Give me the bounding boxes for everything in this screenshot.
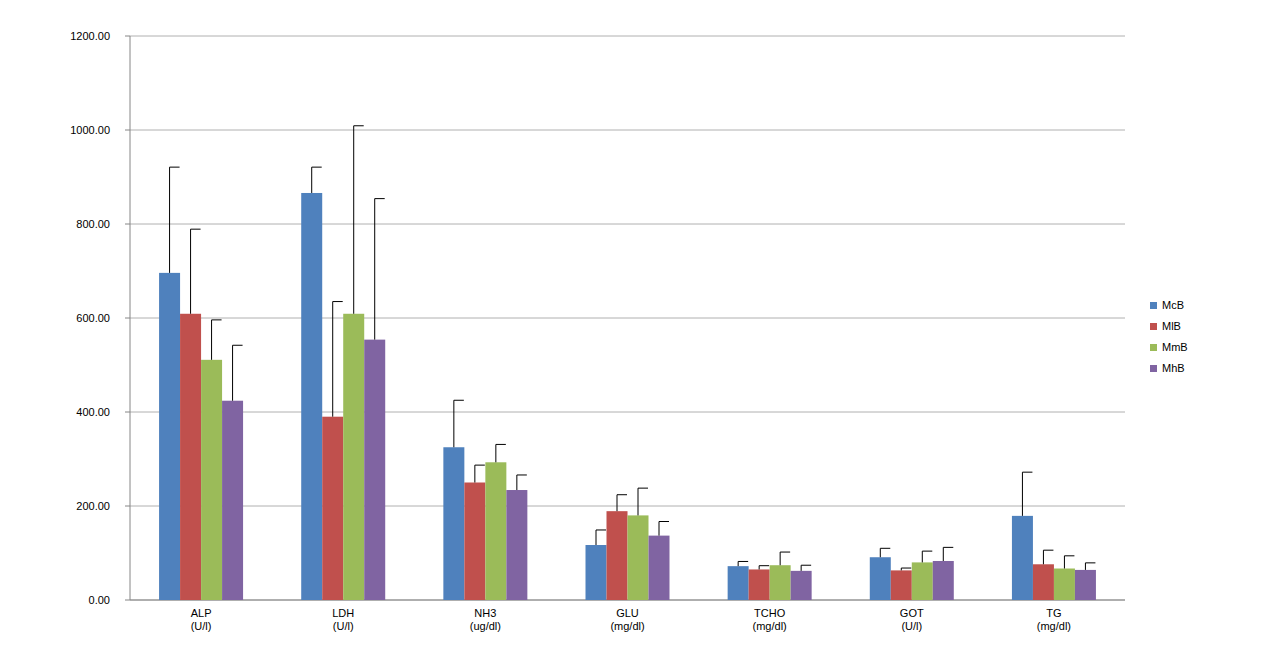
- error-bar: [191, 229, 201, 314]
- y-tick-label: 1000.00: [70, 124, 110, 136]
- tick-mark: [125, 130, 130, 131]
- x-tick-label: GLU(mg/dl): [610, 607, 644, 632]
- error-bar: [922, 551, 932, 562]
- bar: [180, 314, 201, 600]
- error-bar: [596, 530, 606, 545]
- error-bar: [212, 320, 222, 360]
- y-tick-label: 0.00: [89, 594, 110, 606]
- error-bar: [780, 552, 790, 565]
- bar: [343, 314, 364, 600]
- grid-line: [130, 506, 1125, 507]
- bar: [301, 193, 322, 600]
- error-bar: [170, 167, 180, 273]
- error-bar: [1043, 550, 1053, 564]
- bar: [749, 569, 770, 600]
- legend-swatch: [1150, 344, 1157, 351]
- chart-container: 0.00 200.00 400.00 600.00 800.00 1000.00 1200.…: [0, 0, 1264, 651]
- bar: [870, 557, 891, 600]
- y-tick-label: 200.00: [76, 500, 110, 512]
- error-bar: [1022, 472, 1032, 516]
- bar: [506, 490, 527, 600]
- grid-line: [130, 318, 1125, 319]
- bar: [464, 483, 485, 601]
- bar: [364, 340, 385, 600]
- bar: [933, 561, 954, 600]
- bar: [649, 536, 670, 600]
- error-bar: [1064, 556, 1074, 569]
- error-bar: [475, 465, 485, 482]
- error-bar: [454, 400, 464, 447]
- error-bar: [638, 488, 648, 515]
- legend-swatch: [1150, 323, 1157, 330]
- legend-label: MhB: [1162, 362, 1185, 374]
- tick-mark: [125, 318, 130, 319]
- bar: [912, 562, 933, 600]
- bar: [891, 570, 912, 600]
- error-bar: [496, 444, 506, 462]
- x-tick-label: TCHO(mg/dl): [753, 607, 787, 632]
- y-axis: [130, 36, 131, 600]
- x-tick-label: NH3(ug/dl): [470, 607, 501, 632]
- tick-mark: [125, 506, 130, 507]
- legend: McB MlB MmB MhB: [1150, 299, 1188, 374]
- y-tick-label: 400.00: [76, 406, 110, 418]
- y-tick-label: 1200.00: [70, 30, 110, 42]
- error-bar: [312, 167, 322, 193]
- legend-label: McB: [1162, 299, 1184, 311]
- y-tick-label: 600.00: [76, 312, 110, 324]
- bar: [586, 545, 607, 600]
- bar: [728, 566, 749, 600]
- legend-swatch: [1150, 365, 1157, 372]
- bar: [159, 273, 180, 600]
- bar: [628, 515, 649, 600]
- error-bar: [233, 345, 243, 400]
- x-tick-label: GOT(U/l): [900, 607, 924, 632]
- error-bar: [659, 522, 669, 536]
- x-tick-label: ALP(U/l): [191, 607, 212, 632]
- error-bar: [517, 475, 527, 490]
- bars: [159, 126, 1096, 600]
- legend-swatch: [1150, 302, 1157, 309]
- bar: [222, 401, 243, 600]
- error-bar: [354, 126, 364, 314]
- bar: [1033, 564, 1054, 600]
- bar: [791, 571, 812, 600]
- legend-label: MlB: [1162, 320, 1181, 332]
- error-bar: [375, 199, 385, 340]
- bar: [1075, 570, 1096, 600]
- bar: [1012, 516, 1033, 600]
- y-tick-label: 800.00: [76, 218, 110, 230]
- bar: [485, 462, 506, 600]
- x-tick-label: LDH(U/l): [332, 607, 354, 632]
- bar: [322, 417, 343, 600]
- error-bar: [617, 495, 627, 511]
- x-tick-label: TG(mg/dl): [1037, 607, 1071, 632]
- bar: [201, 360, 222, 600]
- grid-line: [130, 36, 1125, 37]
- error-bar: [738, 561, 748, 566]
- tick-mark: [125, 600, 130, 601]
- background: [0, 0, 1264, 651]
- bar: [607, 511, 628, 600]
- tick-mark: [125, 224, 130, 225]
- error-bar: [943, 547, 953, 561]
- error-bar: [759, 566, 769, 570]
- legend-label: MmB: [1162, 341, 1188, 353]
- grid-line: [130, 224, 1125, 225]
- error-bar: [801, 565, 811, 571]
- bar: [1054, 569, 1075, 600]
- chart-svg: 0.00 200.00 400.00 600.00 800.00 1000.00 1200.…: [0, 0, 1264, 651]
- error-bar: [1085, 563, 1095, 570]
- tick-mark: [125, 412, 130, 413]
- error-bar: [333, 302, 343, 417]
- tick-mark: [125, 36, 130, 37]
- bar: [443, 447, 464, 600]
- error-bar: [901, 568, 911, 570]
- grid-line: [130, 130, 1125, 131]
- error-bar: [880, 548, 890, 557]
- bar: [770, 565, 791, 600]
- grid-line: [130, 412, 1125, 413]
